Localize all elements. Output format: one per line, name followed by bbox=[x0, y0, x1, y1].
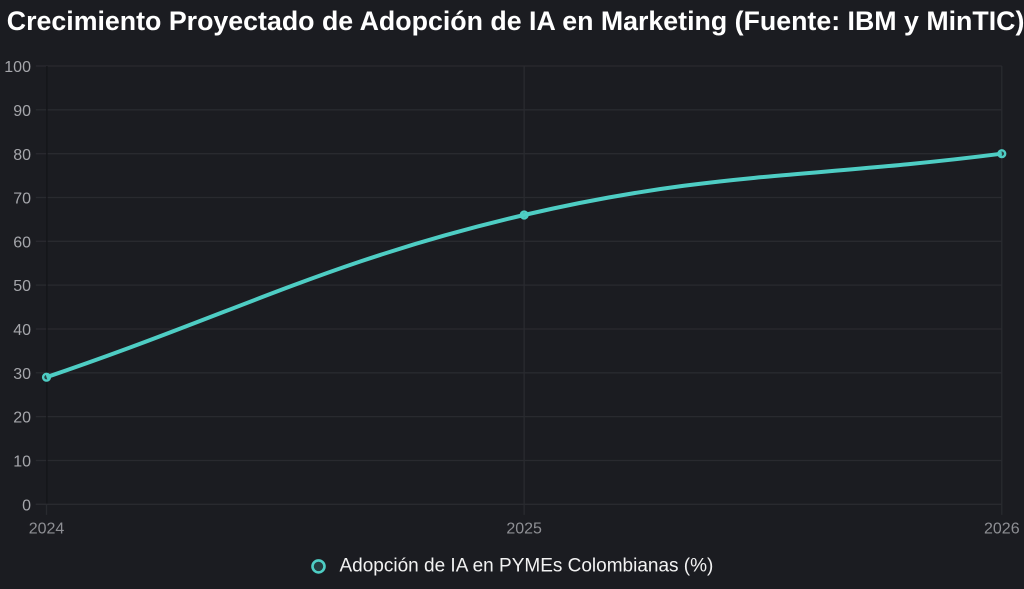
svg-text:100: 100 bbox=[4, 59, 31, 76]
svg-text:0: 0 bbox=[22, 497, 31, 514]
svg-text:30: 30 bbox=[13, 366, 31, 383]
svg-text:60: 60 bbox=[13, 234, 31, 251]
svg-text:40: 40 bbox=[13, 322, 31, 339]
svg-text:20: 20 bbox=[13, 410, 31, 427]
svg-text:90: 90 bbox=[13, 103, 31, 120]
svg-text:Adopción de IA en PYMEs Colomb: Adopción de IA en PYMEs Colombianas (%) bbox=[340, 555, 714, 576]
svg-text:70: 70 bbox=[13, 191, 31, 208]
svg-text:2024: 2024 bbox=[29, 520, 65, 537]
svg-text:80: 80 bbox=[13, 147, 31, 164]
svg-text:Crecimiento Proyectado de Adop: Crecimiento Proyectado de Adopción de IA… bbox=[7, 6, 1024, 36]
svg-text:2026: 2026 bbox=[984, 520, 1020, 537]
svg-text:10: 10 bbox=[13, 454, 31, 471]
svg-text:50: 50 bbox=[13, 278, 31, 295]
svg-text:2025: 2025 bbox=[506, 520, 542, 537]
